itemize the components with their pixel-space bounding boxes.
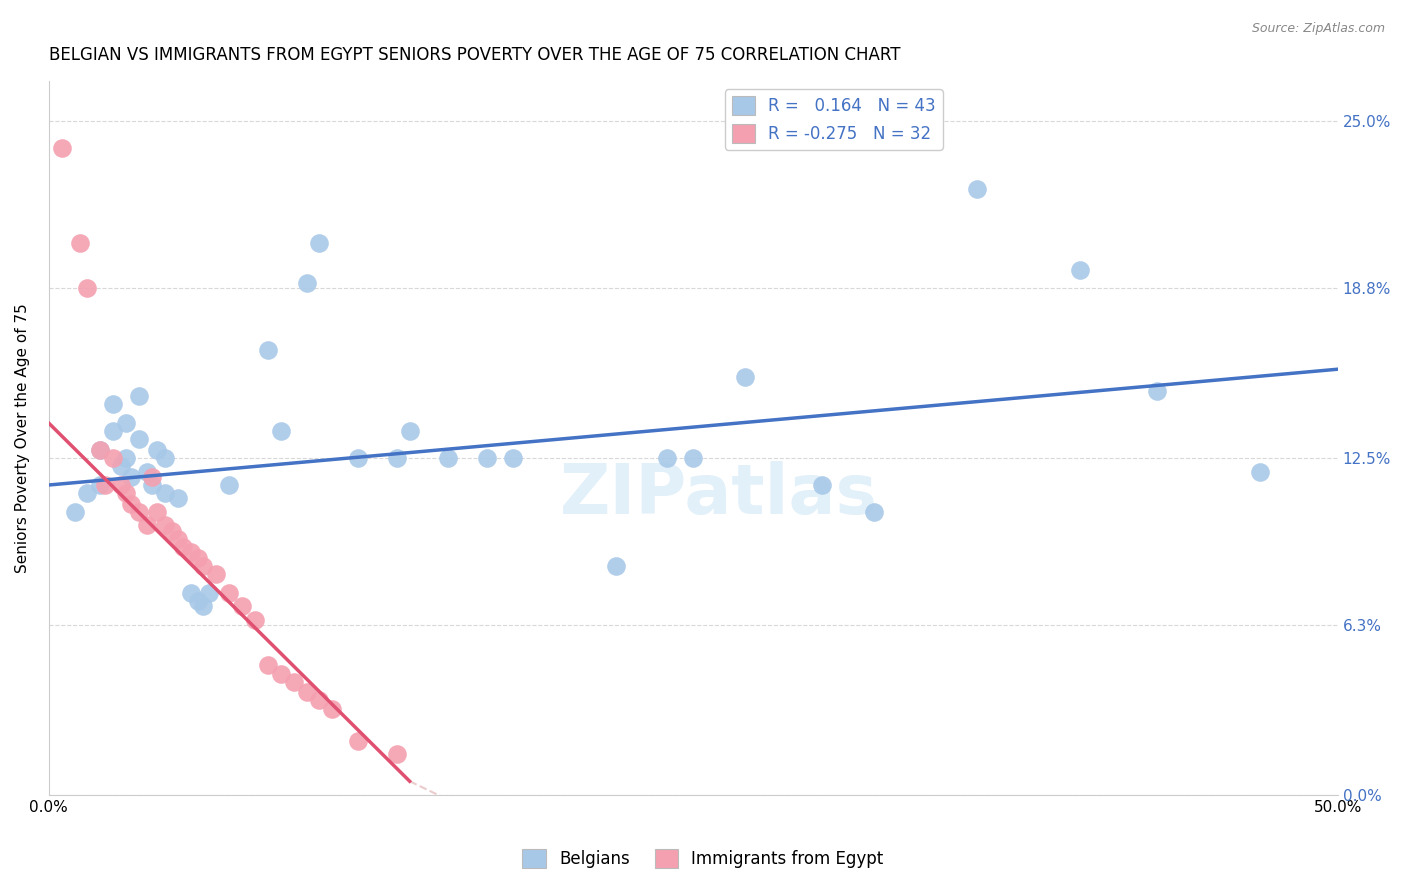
Point [862,505,884,519]
Point [141,470,163,484]
Point [270,424,292,438]
Point [605,558,627,573]
Point [193,599,215,614]
Point [657,451,679,466]
Point [437,451,460,466]
Point [295,276,318,290]
Point [172,540,194,554]
Point [193,558,215,573]
Point [502,451,524,466]
Point [153,518,176,533]
Point [94,478,117,492]
Point [153,486,176,500]
Point [153,451,176,466]
Point [166,532,188,546]
Point [166,491,188,506]
Point [135,465,157,479]
Point [115,416,138,430]
Point [103,397,125,411]
Point [321,701,343,715]
Point [76,486,98,500]
Point [110,459,132,474]
Point [135,518,157,533]
Point [811,478,834,492]
Point [385,451,408,466]
Point [308,693,330,707]
Point [283,674,305,689]
Point [103,424,125,438]
Point [128,505,150,519]
Point [347,734,370,748]
Point [243,613,266,627]
Text: Source: ZipAtlas.com: Source: ZipAtlas.com [1251,22,1385,36]
Point [1069,262,1091,277]
Point [120,497,142,511]
Point [1146,384,1168,398]
Point [218,585,240,599]
Point [89,478,111,492]
Y-axis label: Seniors Poverty Over the Age of 75: Seniors Poverty Over the Age of 75 [15,303,30,573]
Point [385,747,408,762]
Point [115,486,138,500]
Point [966,182,988,196]
Text: ZIPatlas: ZIPatlas [560,461,877,528]
Point [120,470,142,484]
Point [89,442,111,457]
Legend: Belgians, Immigrants from Egypt: Belgians, Immigrants from Egypt [516,842,890,875]
Point [146,505,169,519]
Point [218,478,240,492]
Point [1249,465,1271,479]
Point [682,451,704,466]
Point [76,281,98,295]
Point [205,566,228,581]
Point [63,505,86,519]
Point [231,599,253,614]
Point [89,442,111,457]
Point [110,478,132,492]
Point [115,451,138,466]
Point [257,658,280,673]
Point [257,343,280,358]
Point [162,524,184,538]
Point [347,451,370,466]
Point [180,545,202,559]
Point [103,451,125,466]
Point [128,389,150,403]
Point [734,370,756,384]
Text: BELGIAN VS IMMIGRANTS FROM EGYPT SENIORS POVERTY OVER THE AGE OF 75 CORRELATION : BELGIAN VS IMMIGRANTS FROM EGYPT SENIORS… [49,46,900,64]
Point [197,585,219,599]
Point [69,235,91,250]
Point [141,478,163,492]
Legend: R =   0.164   N = 43, R = -0.275   N = 32: R = 0.164 N = 43, R = -0.275 N = 32 [725,89,943,150]
Point [146,442,169,457]
Point [51,141,73,155]
Point [475,451,498,466]
Point [398,424,420,438]
Point [187,550,209,565]
Point [187,594,209,608]
Point [295,685,318,699]
Point [270,666,292,681]
Point [180,585,202,599]
Point [308,235,330,250]
Point [128,432,150,446]
